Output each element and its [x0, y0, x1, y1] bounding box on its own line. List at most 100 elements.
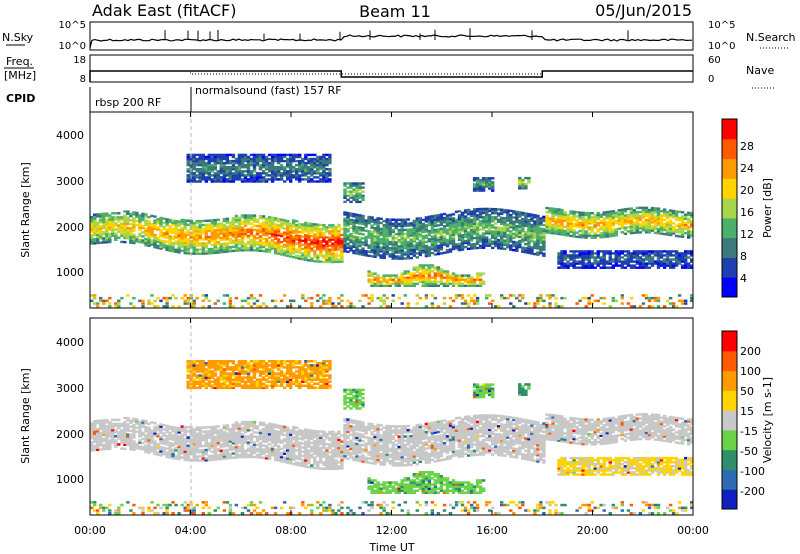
power-cell — [632, 254, 637, 257]
power-cell — [518, 294, 522, 297]
power-cell — [93, 240, 97, 243]
power-cell — [105, 226, 109, 230]
power-cell — [481, 181, 486, 184]
power-cell — [662, 208, 667, 211]
power-cell — [590, 266, 594, 269]
power-cell — [454, 210, 459, 213]
velocity-cell — [99, 423, 103, 426]
power-cell — [183, 225, 187, 228]
power-cell — [539, 299, 543, 303]
power-cell — [684, 250, 688, 253]
power-cell — [665, 215, 670, 218]
power-cell — [427, 270, 432, 273]
velocity-cell — [120, 435, 124, 438]
power-cell — [168, 296, 172, 300]
velocity-cell — [201, 453, 205, 456]
power-cell — [126, 226, 130, 230]
velocity-cell — [147, 422, 151, 426]
power-cell — [255, 305, 260, 308]
power-cell — [406, 230, 410, 233]
power-cell — [665, 262, 670, 265]
power-cell — [388, 224, 392, 227]
power-cell — [524, 220, 528, 223]
power-cell — [340, 239, 344, 243]
power-cell — [370, 255, 374, 258]
power-cell — [518, 211, 522, 214]
power-cell — [355, 227, 359, 231]
power-cell — [494, 208, 498, 211]
power-cell — [491, 218, 495, 221]
power-cell — [156, 220, 160, 223]
power-cell — [237, 178, 242, 181]
power-cell — [153, 223, 157, 226]
power-cell — [90, 230, 94, 233]
power-cell — [153, 225, 157, 228]
power-cell — [647, 231, 652, 234]
power-cell — [183, 239, 187, 242]
velocity-cell — [186, 448, 190, 452]
power-cell — [301, 251, 305, 255]
power-cell — [397, 241, 401, 244]
power-cell — [620, 224, 624, 228]
power-cell — [292, 153, 296, 157]
power-cell — [475, 183, 480, 186]
power-cell — [276, 230, 281, 233]
power-cell — [418, 239, 422, 242]
power-cell — [433, 280, 438, 283]
power-cell — [355, 198, 359, 202]
power-cell — [234, 296, 239, 300]
velocity-cell — [114, 443, 118, 446]
power-cell — [418, 251, 422, 255]
power-cell — [370, 296, 374, 300]
power-cell — [641, 250, 646, 253]
colorbar-bin — [722, 158, 737, 179]
power-cell — [201, 172, 205, 175]
velocity-cell — [96, 438, 100, 441]
power-cell — [557, 212, 561, 215]
power-cell — [304, 155, 308, 159]
power-cell — [252, 245, 257, 248]
power-cell — [665, 250, 670, 253]
power-cell — [436, 238, 441, 241]
power-cell — [180, 245, 184, 248]
power-cell — [310, 222, 314, 226]
power-cell — [228, 231, 233, 234]
power-cell — [554, 209, 558, 213]
power-cell — [252, 168, 257, 171]
velocity-cell — [192, 384, 196, 388]
velocity-cell — [180, 425, 184, 428]
velocity-cell — [123, 439, 127, 442]
power-cell — [488, 294, 492, 297]
power-cell — [144, 219, 148, 222]
power-cell — [352, 190, 356, 193]
power-cell — [198, 153, 202, 157]
power-cell — [412, 230, 416, 233]
power-cell — [304, 252, 308, 255]
power-cell — [240, 222, 245, 225]
power-cell — [192, 305, 196, 308]
velocity-cell — [102, 431, 106, 434]
power-cell — [668, 296, 673, 300]
power-cell — [527, 302, 531, 305]
power-cell — [439, 268, 444, 271]
power-cell — [497, 218, 501, 221]
power-cell — [328, 256, 332, 260]
power-cell — [445, 272, 450, 275]
power-cell — [192, 178, 196, 181]
power-cell — [488, 228, 492, 231]
power-cell — [313, 166, 317, 169]
power-cell — [346, 250, 350, 253]
power-cell — [406, 244, 410, 248]
power-cell — [96, 215, 100, 218]
power-cell — [174, 234, 178, 237]
power-cell — [400, 241, 404, 244]
power-cell — [690, 230, 694, 233]
velocity-cell — [183, 452, 187, 455]
power-cell — [433, 222, 438, 226]
power-cell — [316, 260, 320, 263]
power-cell — [527, 212, 531, 216]
power-cell — [463, 217, 468, 220]
power-cell — [165, 240, 169, 243]
power-cell — [231, 172, 236, 175]
power-cell — [653, 299, 658, 303]
